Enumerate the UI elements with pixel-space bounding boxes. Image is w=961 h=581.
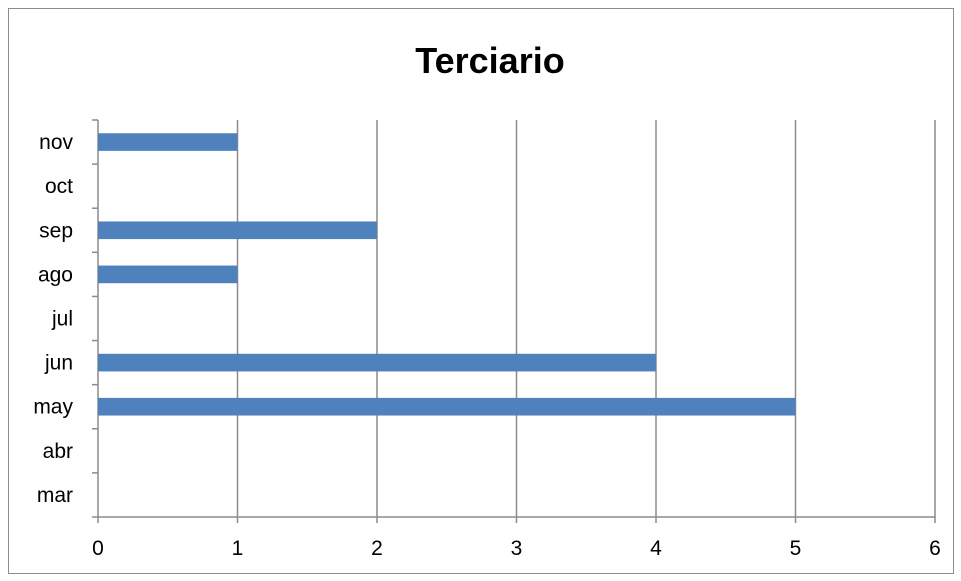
- x-tick-label: 3: [511, 537, 523, 560]
- y-tick-label-nov: nov: [39, 131, 73, 154]
- x-tick-label: 6: [929, 537, 941, 560]
- bar-ago: [98, 265, 238, 284]
- gridlines: [236, 120, 936, 517]
- y-tick-label-mar: mar: [37, 484, 73, 507]
- y-tick-label-oct: oct: [45, 175, 73, 198]
- y-tick-labels: mar abr may jun jul ago sep oct nov: [33, 131, 73, 507]
- y-tick-label-jul: jul: [51, 308, 73, 331]
- y-tick-label-ago: ago: [38, 263, 73, 286]
- bar-may: [98, 397, 796, 416]
- y-tick-label-jun: jun: [44, 352, 73, 375]
- bar-nov: [98, 133, 238, 151]
- x-tick-label: 1: [232, 537, 244, 560]
- x-tick-label: 2: [371, 537, 383, 560]
- y-tick-label-sep: sep: [39, 219, 73, 242]
- chart-title: Terciario: [415, 40, 564, 81]
- y-tick-label-abr: abr: [43, 440, 73, 463]
- x-tick-labels: 0 1 2 3 4 5 6: [92, 537, 941, 560]
- axes: [92, 119, 936, 523]
- chart-frame: [8, 8, 954, 574]
- x-tick-label: 5: [790, 537, 802, 560]
- x-tick-label: 0: [92, 537, 104, 560]
- y-tick-label-may: may: [33, 396, 73, 419]
- bars: [98, 133, 796, 416]
- x-tick-label: 4: [650, 537, 662, 560]
- bar-sep: [98, 221, 377, 240]
- bar-jun: [98, 353, 656, 372]
